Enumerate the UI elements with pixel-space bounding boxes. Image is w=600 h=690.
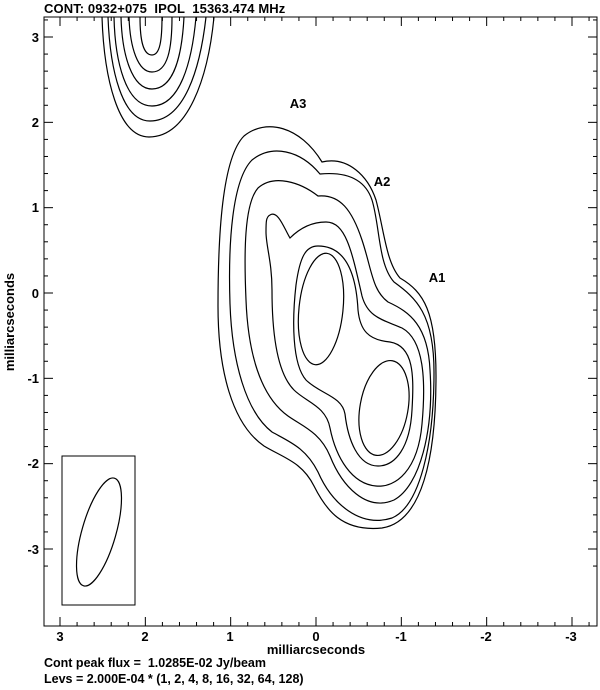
x-tick-labels: 3 2 1 0 -1 -2 -3 bbox=[56, 629, 576, 644]
plot-title: CONT: 0932+075 IPOL 15363.474 MHz bbox=[44, 1, 286, 16]
x-tick-label: 3 bbox=[56, 629, 63, 644]
contour-a2-core bbox=[297, 252, 345, 366]
y-tick-label: 2 bbox=[32, 115, 39, 130]
y-tick-label: 3 bbox=[32, 30, 39, 45]
x-axis-title: milliarcseconds bbox=[267, 642, 365, 657]
y-tick-labels: 3 2 1 0 -1 -2 -3 bbox=[27, 30, 39, 557]
component-label-a2: A2 bbox=[374, 174, 391, 189]
contour-lines bbox=[101, 16, 437, 530]
beam-ellipse bbox=[75, 477, 123, 587]
x-tick-label: -1 bbox=[395, 629, 407, 644]
y-tick-label: 0 bbox=[32, 286, 39, 301]
x-tick-label: -2 bbox=[480, 629, 492, 644]
x-tick-label: 0 bbox=[312, 629, 319, 644]
peak-flux-text: Cont peak flux = 1.0285E-02 Jy/beam bbox=[44, 656, 266, 670]
component-label-a1: A1 bbox=[429, 270, 446, 285]
y-tick-label: 1 bbox=[32, 200, 39, 215]
y-axis-title: milliarcseconds bbox=[2, 273, 17, 371]
plot-frame bbox=[43, 16, 598, 627]
y-tick-label: -2 bbox=[27, 456, 39, 471]
y-tick-label: -3 bbox=[27, 542, 39, 557]
x-tick-label: 1 bbox=[226, 629, 233, 644]
beam-box bbox=[61, 455, 136, 606]
x-tick-label: 2 bbox=[141, 629, 148, 644]
contour-a1-core bbox=[358, 359, 410, 457]
contour-level-5 bbox=[265, 213, 425, 487]
levels-text: Levs = 2.000E-04 * (1, 2, 4, 8, 16, 32, … bbox=[44, 672, 304, 686]
contour-level-7 bbox=[228, 150, 435, 521]
axis-ticks bbox=[44, 17, 597, 626]
top-left-component bbox=[101, 16, 215, 138]
contour-level-8 bbox=[217, 126, 437, 530]
component-label-a3: A3 bbox=[290, 96, 307, 111]
y-tick-label: -1 bbox=[27, 371, 39, 386]
x-tick-label: -3 bbox=[565, 629, 577, 644]
contour-level-4 bbox=[293, 245, 414, 467]
contour-level-6 bbox=[244, 180, 432, 504]
beam-frame bbox=[61, 455, 136, 606]
